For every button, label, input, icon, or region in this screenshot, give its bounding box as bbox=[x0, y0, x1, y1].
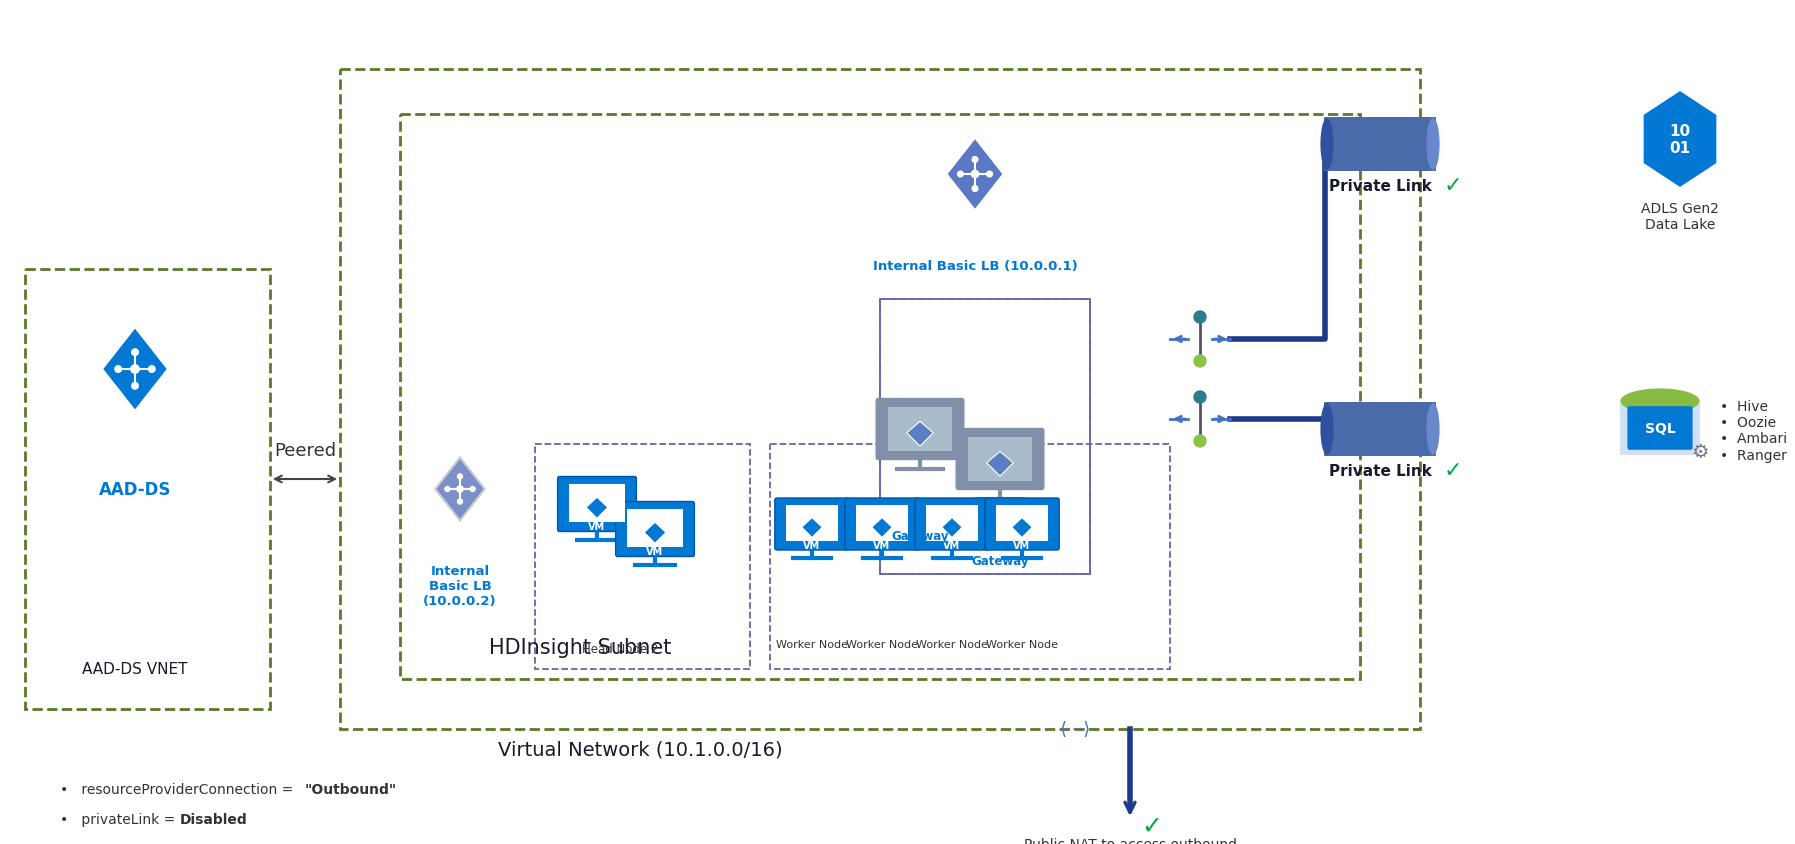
FancyBboxPatch shape bbox=[1325, 403, 1436, 457]
Circle shape bbox=[470, 487, 476, 492]
Circle shape bbox=[1194, 436, 1206, 447]
Circle shape bbox=[1194, 311, 1206, 323]
Bar bbox=[339, 70, 1420, 729]
Circle shape bbox=[458, 500, 463, 505]
Ellipse shape bbox=[1427, 119, 1440, 170]
Polygon shape bbox=[1642, 90, 1718, 190]
Text: 10
01: 10 01 bbox=[1669, 124, 1691, 156]
Text: HDInsight Subnet: HDInsight Subnet bbox=[488, 637, 671, 657]
Text: Internal Basic LB (10.0.0.1): Internal Basic LB (10.0.0.1) bbox=[872, 260, 1077, 273]
Circle shape bbox=[131, 365, 140, 374]
Circle shape bbox=[1194, 355, 1206, 368]
Circle shape bbox=[1194, 392, 1206, 403]
FancyBboxPatch shape bbox=[845, 499, 919, 550]
Bar bbox=[880, 300, 1090, 574]
Text: VM: VM bbox=[874, 540, 890, 550]
Circle shape bbox=[973, 157, 978, 163]
Text: Public NAT to access outbound
dependencies provided via
Basic Load Balancers: Public NAT to access outbound dependenci… bbox=[1023, 837, 1237, 844]
Text: VM: VM bbox=[804, 540, 820, 550]
Text: Virtual Network (10.1.0.0/16): Virtual Network (10.1.0.0/16) bbox=[497, 739, 783, 759]
Polygon shape bbox=[102, 327, 169, 412]
Polygon shape bbox=[1012, 518, 1032, 538]
Polygon shape bbox=[802, 518, 822, 538]
Text: Gateway: Gateway bbox=[971, 555, 1029, 567]
Polygon shape bbox=[872, 518, 892, 538]
FancyBboxPatch shape bbox=[996, 506, 1048, 542]
Text: Head Node 2: Head Node 2 bbox=[582, 643, 659, 656]
FancyBboxPatch shape bbox=[616, 502, 695, 557]
Polygon shape bbox=[942, 518, 962, 538]
Circle shape bbox=[115, 366, 122, 373]
Polygon shape bbox=[434, 458, 485, 521]
FancyBboxPatch shape bbox=[626, 510, 682, 548]
Text: AAD-DS: AAD-DS bbox=[99, 480, 171, 499]
Bar bbox=[25, 270, 269, 709]
FancyBboxPatch shape bbox=[968, 437, 1032, 481]
Circle shape bbox=[957, 172, 964, 177]
Text: ⚙: ⚙ bbox=[1691, 442, 1709, 462]
Polygon shape bbox=[946, 138, 1003, 211]
Text: •   resourceProviderConnection =: • resourceProviderConnection = bbox=[59, 782, 298, 796]
FancyBboxPatch shape bbox=[786, 506, 838, 542]
Ellipse shape bbox=[1621, 389, 1700, 414]
FancyBboxPatch shape bbox=[876, 399, 964, 460]
Polygon shape bbox=[587, 498, 609, 519]
Polygon shape bbox=[987, 452, 1014, 477]
Text: ✓: ✓ bbox=[1443, 461, 1463, 480]
FancyBboxPatch shape bbox=[957, 429, 1045, 490]
Circle shape bbox=[149, 366, 154, 373]
FancyBboxPatch shape bbox=[915, 499, 989, 550]
Text: Peered: Peered bbox=[275, 441, 336, 459]
FancyBboxPatch shape bbox=[985, 499, 1059, 550]
FancyBboxPatch shape bbox=[569, 484, 625, 522]
Text: Private Link: Private Link bbox=[1328, 179, 1431, 194]
Text: SQL: SQL bbox=[1644, 421, 1675, 436]
FancyBboxPatch shape bbox=[889, 408, 953, 452]
Text: "Outbound": "Outbound" bbox=[305, 782, 397, 796]
Circle shape bbox=[445, 487, 451, 492]
Polygon shape bbox=[906, 422, 933, 446]
Text: Gateway: Gateway bbox=[892, 529, 950, 543]
Circle shape bbox=[971, 171, 978, 178]
Text: VM: VM bbox=[646, 546, 664, 556]
Bar bbox=[770, 445, 1170, 669]
Text: Disabled: Disabled bbox=[180, 812, 248, 826]
FancyBboxPatch shape bbox=[1621, 402, 1700, 456]
Text: Worker Node: Worker Node bbox=[775, 639, 847, 649]
Text: VM: VM bbox=[589, 522, 605, 532]
FancyBboxPatch shape bbox=[558, 477, 637, 532]
Ellipse shape bbox=[1321, 119, 1334, 170]
Text: ADLS Gen2
Data Lake: ADLS Gen2 Data Lake bbox=[1641, 202, 1720, 232]
Circle shape bbox=[131, 349, 138, 356]
FancyBboxPatch shape bbox=[1325, 118, 1436, 172]
Text: Worker Node: Worker Node bbox=[985, 639, 1057, 649]
Text: •   privateLink =: • privateLink = bbox=[59, 812, 180, 826]
Text: ✓: ✓ bbox=[1443, 176, 1463, 196]
Text: Worker Node: Worker Node bbox=[845, 639, 917, 649]
Text: Internal
Basic LB
(10.0.0.2): Internal Basic LB (10.0.0.2) bbox=[424, 565, 497, 608]
FancyBboxPatch shape bbox=[926, 506, 978, 542]
Circle shape bbox=[131, 383, 138, 390]
FancyBboxPatch shape bbox=[856, 506, 908, 542]
Bar bbox=[880, 300, 1090, 574]
FancyBboxPatch shape bbox=[1628, 407, 1693, 450]
Text: AAD-DS VNET: AAD-DS VNET bbox=[83, 662, 188, 677]
Circle shape bbox=[458, 474, 463, 479]
Text: Private Link: Private Link bbox=[1328, 463, 1431, 479]
Text: VM: VM bbox=[944, 540, 960, 550]
Circle shape bbox=[458, 486, 463, 493]
Text: •  Hive
•  Oozie
•  Ambari
•  Ranger: • Hive • Oozie • Ambari • Ranger bbox=[1720, 399, 1788, 462]
Text: ✓: ✓ bbox=[1142, 814, 1163, 838]
Text: Worker Node: Worker Node bbox=[915, 639, 987, 649]
Circle shape bbox=[987, 172, 993, 177]
Ellipse shape bbox=[1321, 403, 1334, 456]
Bar bbox=[400, 115, 1361, 679]
Text: VM: VM bbox=[1014, 540, 1030, 550]
FancyBboxPatch shape bbox=[775, 499, 849, 550]
Bar bbox=[535, 445, 750, 669]
Ellipse shape bbox=[1427, 403, 1440, 456]
Text: ⟨···⟩: ⟨···⟩ bbox=[1059, 720, 1091, 738]
Polygon shape bbox=[644, 522, 666, 544]
Circle shape bbox=[973, 187, 978, 192]
